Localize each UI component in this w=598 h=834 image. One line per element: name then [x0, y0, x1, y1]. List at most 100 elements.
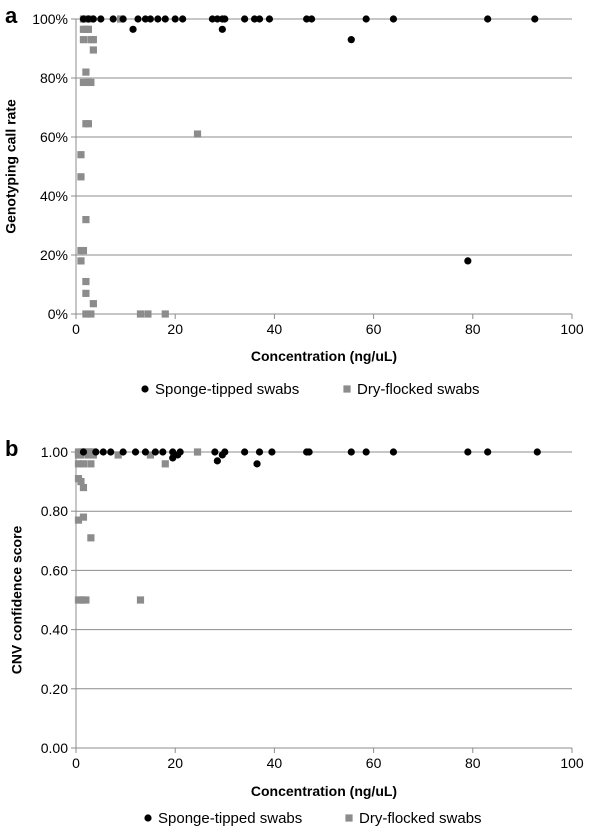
x-tick-label: 80 [465, 321, 481, 337]
data-point-dry [161, 310, 169, 318]
data-point-dry [77, 151, 85, 159]
legend-marker-dry [343, 385, 351, 393]
data-point-sponge [250, 15, 259, 23]
data-point-dry [146, 451, 154, 459]
data-point-sponge [211, 448, 219, 456]
data-point-sponge [99, 448, 107, 456]
data-point-sponge [119, 448, 127, 456]
data-point-dry [136, 596, 145, 604]
data-point-sponge [179, 15, 187, 23]
data-point-sponge [389, 15, 398, 23]
data-point-sponge [154, 15, 162, 23]
x-tick-label: 60 [366, 321, 382, 337]
panel-label: a [5, 3, 18, 28]
data-point-sponge [89, 15, 97, 23]
x-axis-title: Concentration (ng/uL) [251, 348, 397, 364]
data-point-dry [114, 451, 122, 459]
data-point-sponge [161, 15, 169, 23]
data-point-sponge [305, 448, 313, 456]
data-point-sponge [533, 448, 541, 456]
data-point-sponge [362, 15, 370, 23]
data-point-sponge [347, 448, 355, 456]
x-tick-label: 20 [167, 321, 183, 337]
data-point-sponge [218, 25, 226, 33]
data-point-dry [82, 216, 90, 224]
data-point-sponge [241, 448, 249, 456]
x-axis-title: Concentration (ng/uL) [251, 783, 397, 799]
data-point-dry [144, 310, 152, 318]
data-point-sponge [141, 448, 150, 456]
data-point-sponge [107, 448, 115, 456]
y-tick-label: 0.40 [41, 622, 68, 638]
x-tick-label: 20 [167, 755, 183, 771]
data-point-dry [136, 310, 145, 318]
data-point-dry [84, 120, 92, 128]
y-axis-title: CNV confidence score [9, 525, 25, 674]
legend-label-sponge: Sponge-tipped swabs [158, 810, 302, 827]
y-tick-label: 0.20 [41, 681, 68, 697]
data-point-sponge [255, 448, 264, 456]
data-point-sponge [171, 15, 179, 23]
data-point-sponge [151, 448, 159, 456]
data-point-dry [79, 78, 88, 87]
data-point-dry [193, 130, 202, 138]
data-point-dry [87, 534, 95, 542]
data-point-sponge [464, 257, 472, 265]
data-point-sponge [159, 448, 167, 456]
data-point-sponge [389, 448, 398, 456]
data-point-sponge [255, 15, 264, 23]
y-tick-label: 80% [40, 70, 68, 86]
data-point-dry [77, 257, 85, 265]
x-tick-label: 40 [267, 755, 283, 771]
data-point-sponge [79, 448, 88, 456]
data-point-sponge [308, 15, 316, 23]
data-point-dry [77, 173, 85, 181]
data-point-dry [87, 460, 95, 468]
data-point-dry [79, 513, 88, 521]
data-point-sponge [176, 448, 184, 456]
panel-label: b [5, 436, 18, 461]
data-point-sponge [146, 15, 154, 23]
data-point-dry [82, 277, 90, 286]
y-tick-label: 40% [40, 188, 68, 204]
data-point-sponge [84, 15, 92, 23]
x-tick-label: 40 [267, 321, 283, 337]
y-tick-label: 0.00 [41, 740, 68, 756]
y-tick-label: 100% [32, 11, 68, 27]
data-point-sponge [303, 15, 311, 23]
data-point-sponge [362, 448, 370, 456]
data-point-dry [82, 289, 90, 297]
data-point-dry [84, 25, 92, 33]
y-tick-label: 1.00 [41, 444, 68, 460]
x-tick-label: 0 [72, 321, 80, 337]
data-point-dry [82, 310, 90, 318]
y-tick-label: 60% [40, 129, 68, 145]
data-point-sponge [531, 15, 539, 23]
data-point-dry [161, 460, 169, 468]
data-point-sponge [268, 448, 276, 456]
x-tick-label: 0 [72, 755, 80, 771]
data-point-sponge [265, 15, 274, 23]
data-point-dry [89, 300, 97, 308]
data-point-dry [87, 78, 95, 87]
legend-label-sponge: Sponge-tipped swabs [155, 381, 299, 398]
data-point-sponge [79, 15, 88, 23]
data-point-sponge [213, 457, 221, 465]
data-point-sponge [253, 460, 261, 468]
data-point-dry [89, 36, 97, 44]
data-point-dry [77, 451, 85, 459]
y-tick-label: 0.60 [41, 562, 68, 578]
data-point-dry [89, 451, 97, 459]
y-tick-label: 0% [48, 306, 68, 322]
y-tick-label: 20% [40, 247, 68, 263]
data-point-dry [74, 516, 83, 524]
data-point-sponge [129, 25, 137, 33]
legend-label-dry: Dry-flocked swabs [357, 381, 480, 398]
data-point-sponge [347, 36, 355, 44]
x-tick-label: 100 [560, 321, 584, 337]
data-point-sponge [213, 15, 221, 23]
data-point-dry [84, 451, 92, 459]
legend-marker-dry [345, 814, 353, 822]
panel-b: 0 20 40 60 80 100 0.00 0.20 0.40 0.60 0.80 1.00 Conc… [5, 436, 584, 827]
